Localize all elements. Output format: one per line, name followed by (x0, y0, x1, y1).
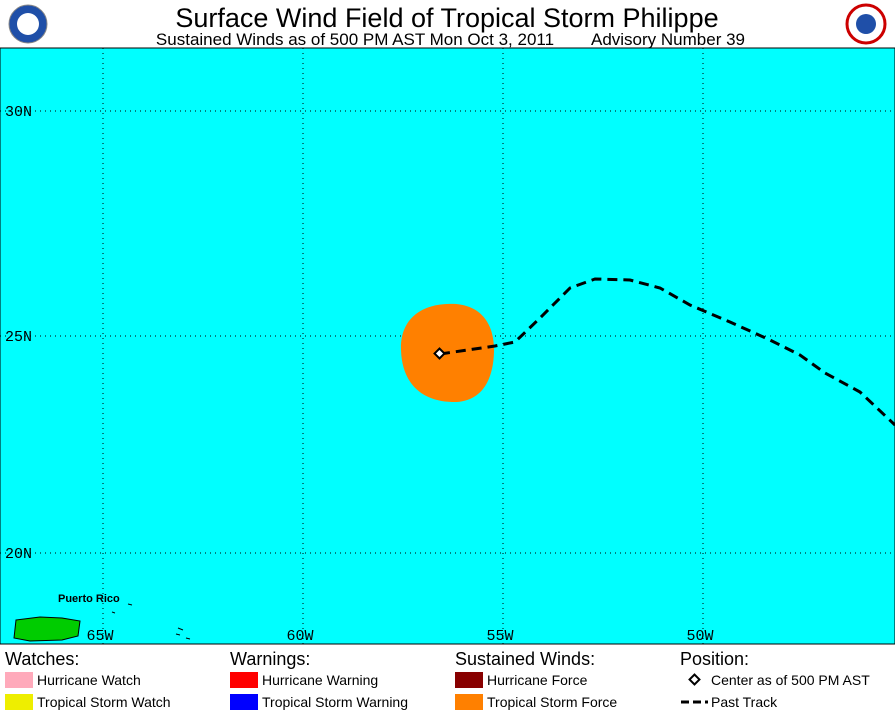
legend-item: Tropical Storm Force (487, 694, 617, 710)
lon-label: 50W (686, 628, 713, 645)
swatch (455, 694, 483, 710)
lat-label: 30N (5, 104, 32, 121)
lon-label: 60W (286, 628, 313, 645)
nws-logo-inner (856, 14, 876, 34)
past-track (439, 277, 895, 427)
legend-heading: Position: (680, 649, 749, 669)
lat-label: 20N (5, 546, 32, 563)
legend-item: Center as of 500 PM AST (711, 672, 870, 688)
legend-heading: Warnings: (230, 649, 310, 669)
advisory: Advisory Number 39 (591, 30, 745, 49)
legend-item: Tropical Storm Watch (37, 694, 171, 710)
title: Surface Wind Field of Tropical Storm Phi… (175, 3, 718, 33)
swatch (5, 694, 33, 710)
subtitle: Sustained Winds as of 500 PM AST Mon Oct… (156, 30, 554, 49)
place-label: Puerto Rico (58, 593, 120, 605)
noaa-logo-inner (17, 13, 39, 35)
swatch (5, 672, 33, 688)
legend-heading: Watches: (5, 649, 79, 669)
legend: Watches: Hurricane Watch Tropical Storm … (5, 649, 870, 710)
lon-label: 65W (86, 628, 113, 645)
legend-heading: Sustained Winds: (455, 649, 595, 669)
puerto-rico (13, 616, 81, 642)
center-symbol (688, 673, 701, 686)
swatch (230, 672, 258, 688)
storm-center (433, 347, 446, 360)
swatch (230, 694, 258, 710)
legend-item: Hurricane Warning (262, 672, 378, 688)
legend-item: Hurricane Watch (37, 672, 141, 688)
legend-item: Past Track (711, 694, 778, 710)
legend-item: Tropical Storm Warning (262, 694, 408, 710)
islands (111, 603, 191, 640)
swatch (455, 672, 483, 688)
lon-label: 55W (486, 628, 513, 645)
lat-label: 25N (5, 329, 32, 346)
graticule (0, 48, 895, 644)
legend-item: Hurricane Force (487, 672, 588, 688)
